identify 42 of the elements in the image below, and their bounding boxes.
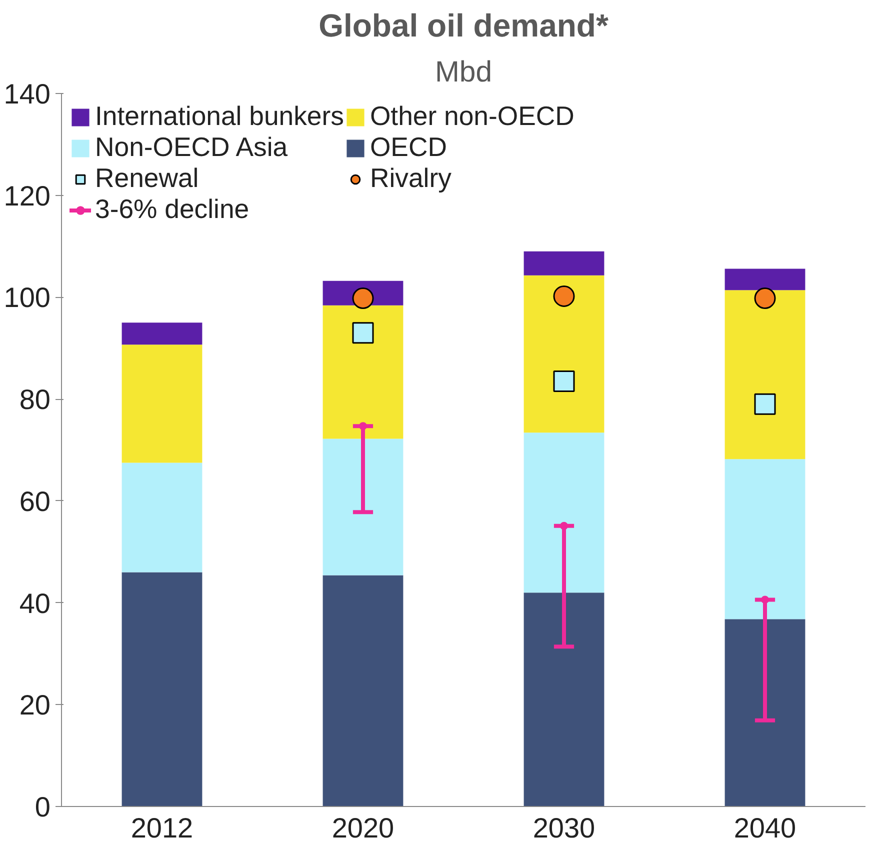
bar [122,344,202,463]
x-tick-label: 2040 [734,812,796,844]
bar [322,305,404,439]
bar [524,275,604,433]
point [754,288,776,309]
x-tick-label: 2012 [130,812,194,844]
legend-label: OECD [370,132,447,163]
bar [524,432,604,593]
point [553,285,575,307]
bar [322,575,404,806]
bar [122,322,202,345]
point [754,393,776,415]
legend-label: Rivalry [370,163,452,194]
bar [122,572,202,806]
legend-label: Other non-OECD [370,101,574,132]
y-tick-label: 120 [4,180,50,212]
legend-label: International bunkers [95,101,344,132]
point [359,422,367,430]
legend-label: Renewal [95,163,199,194]
y-tick-label: 80 [19,384,51,416]
chart-title: Global oil demand* [318,8,609,44]
point [553,370,575,392]
point [761,596,769,604]
point [560,522,568,530]
x-tick-label: 2030 [532,812,596,844]
legend-label: 3-6% decline [95,194,250,225]
bar [122,462,202,572]
y-tick-label: 40 [19,588,51,619]
bar [724,459,806,620]
y-tick-label: 100 [4,282,50,314]
bar [724,268,806,290]
legend-label: Non-OECD Asia [95,132,288,163]
y-tick-label: 140 [4,78,50,110]
y-tick-label: 60 [19,486,51,517]
bar [524,592,604,806]
y-tick-label: 20 [19,690,51,721]
y-tick-label: 0 [34,792,51,822]
chart-subtitle: Mbd [434,56,492,88]
bar [524,251,604,276]
bar [724,290,806,460]
point [352,322,374,344]
x-tick-label: 2020 [332,812,394,844]
